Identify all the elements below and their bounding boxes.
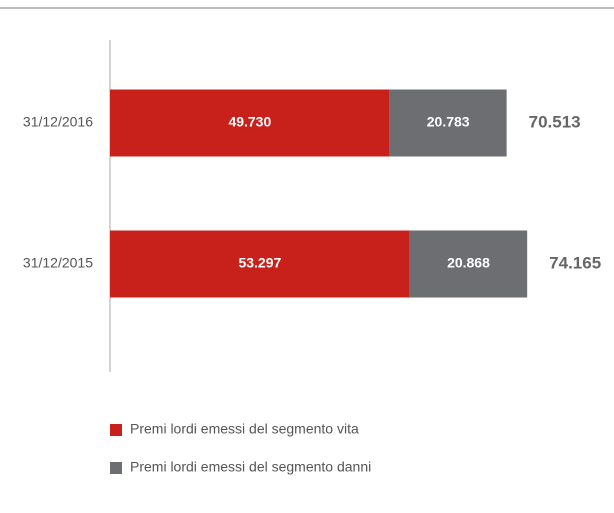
legend-label: Premi lordi emessi del segmento vita	[130, 421, 359, 437]
data-label: 20.783	[427, 114, 470, 130]
bar-segment	[110, 89, 390, 157]
bar-segment	[110, 230, 410, 298]
legend-swatch	[110, 424, 122, 436]
data-label: 20.868	[447, 255, 490, 271]
total-label: 74.165	[549, 253, 601, 272]
category-label: 31/12/2015	[23, 255, 93, 271]
legend-swatch	[110, 462, 122, 474]
total-label: 70.513	[529, 112, 581, 131]
category-label: 31/12/2016	[23, 114, 93, 130]
data-label: 49.730	[228, 114, 271, 130]
data-label: 53.297	[238, 255, 281, 271]
bar-segment	[389, 89, 507, 157]
legend-label: Premi lordi emessi del segmento danni	[130, 459, 371, 475]
bar-segment	[409, 230, 528, 298]
